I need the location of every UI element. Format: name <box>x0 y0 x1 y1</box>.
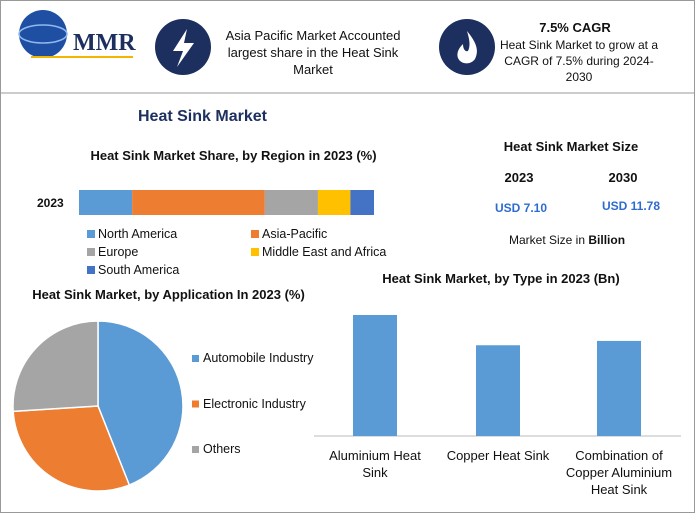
chart-title: Heat Sink Market, by Type in 2023 (Bn) <box>382 271 620 286</box>
logo-orbit <box>18 24 68 44</box>
bar-segment <box>350 190 374 215</box>
logo-globe <box>19 10 67 58</box>
legend-swatch <box>87 266 95 274</box>
legend-swatch <box>192 355 199 362</box>
legend-label: Europe <box>98 245 139 259</box>
y-tick-label: 2023 <box>37 196 64 210</box>
page-title: Heat Sink Market <box>138 108 267 125</box>
callout-text: Asia Pacific Market Accounted largest sh… <box>225 28 401 77</box>
legend-label: Electronic Industry <box>203 396 306 411</box>
bar <box>597 340 641 436</box>
bar-segment <box>79 190 133 215</box>
bar <box>353 315 397 436</box>
bar-segment <box>264 190 318 215</box>
size-year: 2030 <box>608 170 638 185</box>
legend-swatch <box>192 400 199 408</box>
size-note: Market Size in Billion <box>509 232 625 249</box>
legend-label: Asia-Pacific <box>262 227 328 241</box>
x-tick-label: Combination of Copper Aluminium Heat Sin… <box>565 448 673 497</box>
logo-text: MMR <box>73 30 136 56</box>
legend-label: South America <box>98 263 180 277</box>
legend-swatch <box>192 446 199 453</box>
bar-segment <box>132 190 265 215</box>
icon-flame <box>439 19 495 75</box>
legend-swatch <box>251 248 259 256</box>
x-tick-label: Copper Heat Sink <box>446 448 550 463</box>
chart-title: Heat Sink Market Share, by Region in 202… <box>90 148 377 163</box>
x-tick-label: Aluminium Heat Sink <box>329 448 421 480</box>
pie-slice <box>12 405 131 492</box>
legend-swatch <box>87 230 95 238</box>
lightning-glyph <box>173 29 194 67</box>
note-unit: Billion <box>588 233 626 247</box>
pie-slice <box>97 320 184 487</box>
size-title: Heat Sink Market Size <box>503 139 639 154</box>
note-text: Market Size in <box>509 233 586 247</box>
size-value: USD 7.10 <box>494 201 548 215</box>
callout-title: 7.5% CAGR <box>539 20 611 35</box>
flame-glyph <box>457 31 477 64</box>
size-year: 2023 <box>504 170 534 185</box>
legend-label: Middle East and Africa <box>262 245 387 259</box>
bar-segment <box>317 190 351 215</box>
legend-label: Automobile Industry <box>203 351 314 365</box>
legend-swatch <box>87 248 95 256</box>
legend-label: North America <box>98 227 178 241</box>
legend-label: Others <box>203 442 241 456</box>
legend-swatch <box>251 230 259 238</box>
size-value: USD 11.78 <box>601 199 661 213</box>
pie-slice <box>12 320 99 413</box>
bar <box>476 345 520 436</box>
chart-title: Heat Sink Market, by Application In 2023… <box>32 287 305 302</box>
callout-text: Heat Sink Market to grow at a CAGR of 7.… <box>499 38 659 84</box>
